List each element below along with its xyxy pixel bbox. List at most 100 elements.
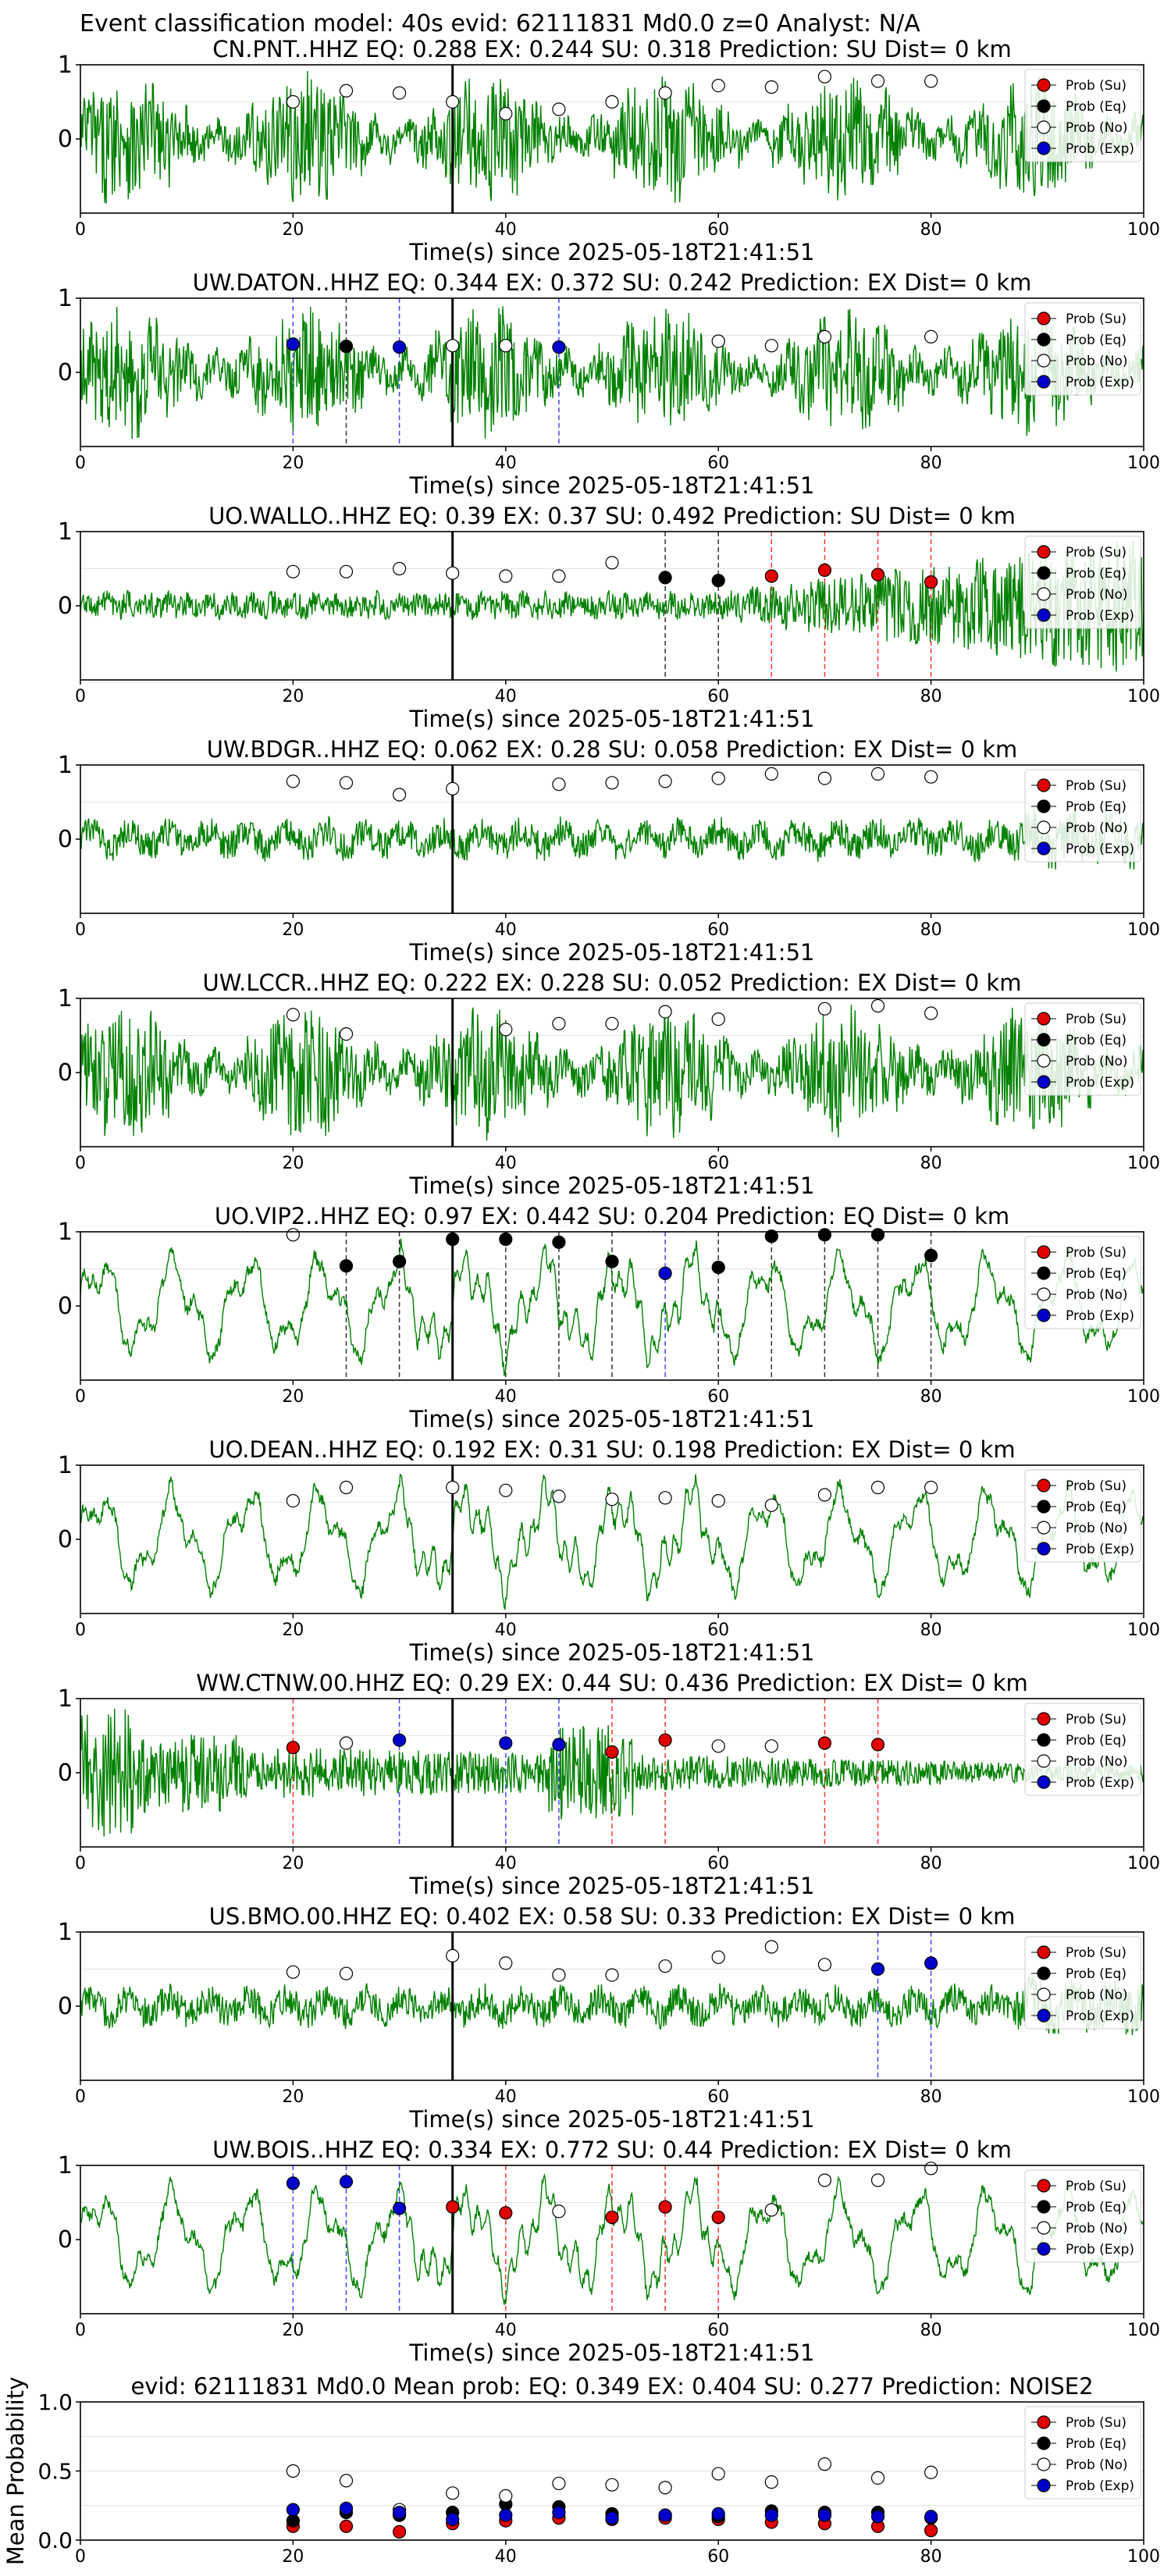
prob-marker-no xyxy=(552,569,566,583)
legend-label-no: Prob (No) xyxy=(1066,1987,1128,2003)
legend-marker-eq xyxy=(1037,1266,1051,1280)
prob-marker-exp xyxy=(924,1956,938,1970)
prob-marker-eq xyxy=(339,1259,354,1273)
prob-marker-su xyxy=(658,2200,672,2214)
prob-marker-no xyxy=(711,334,725,348)
station-panel: 0 20 40 60 80 100 1 0 UO.WALLO..HHZ EQ: 0.39 EX:… xyxy=(58,503,1160,732)
x-tick-label: 40 xyxy=(495,1854,517,1873)
legend-label-exp: Prob (Exp) xyxy=(1066,2478,1134,2494)
y-tick-label: 0 xyxy=(58,1293,73,1320)
mean-prob-marker-no xyxy=(339,2474,354,2488)
prob-marker-no xyxy=(764,339,778,353)
prob-marker-su xyxy=(446,2200,460,2214)
station-panel: 0 20 40 60 80 100 1 0 UO.VIP2..HHZ EQ: 0.97 EX: … xyxy=(58,1203,1160,1432)
prob-marker-eq xyxy=(711,574,725,588)
x-axis-label: Time(s) since 2025-05-18T21:41:51 xyxy=(409,939,815,966)
prob-marker-no xyxy=(499,1483,513,1497)
legend-marker-exp xyxy=(1037,1542,1051,1556)
waveform-trace xyxy=(80,1238,1144,1376)
legend-marker-no xyxy=(1037,354,1051,368)
prob-marker-no xyxy=(339,564,354,578)
x-tick-label: 20 xyxy=(282,920,304,940)
legend-label-no: Prob (No) xyxy=(1066,1287,1128,1303)
axes-frame xyxy=(80,2165,1144,2314)
legend-marker-eq xyxy=(1037,1033,1051,1047)
mean-prob-marker-no xyxy=(605,2478,619,2492)
prob-marker-eq xyxy=(658,571,672,585)
station-panel: 0 20 40 60 80 100 1 0 UW.LCCR..HHZ EQ: 0.222 EX:… xyxy=(58,970,1160,1199)
legend-marker-no xyxy=(1037,1521,1051,1535)
prob-marker-exp xyxy=(499,1736,513,1750)
legend-box xyxy=(1024,1703,1141,1796)
legend-label-su: Prob (Su) xyxy=(1066,2415,1127,2431)
x-tick-label: 40 xyxy=(495,220,517,240)
legend-label-no: Prob (No) xyxy=(1066,820,1128,836)
mean-prob-marker-exp xyxy=(870,2510,885,2524)
x-tick-label: 0 xyxy=(75,2087,86,2107)
legend-marker-no xyxy=(1037,1287,1051,1301)
prob-marker-no xyxy=(286,94,300,109)
legend-label-no: Prob (No) xyxy=(1066,1054,1128,1069)
y-tick-label: 1 xyxy=(58,285,73,312)
legend-marker-eq xyxy=(1037,333,1051,347)
y-tick-label: 0 xyxy=(58,826,73,853)
legend-marker-no xyxy=(1037,587,1051,601)
x-tick-label: 100 xyxy=(1127,454,1160,473)
x-tick-label: 60 xyxy=(707,2547,729,2567)
legend-label-eq: Prob (Eq) xyxy=(1066,1733,1127,1749)
prob-marker-eq xyxy=(339,340,354,354)
legend-marker-no xyxy=(1037,1754,1051,1768)
prob-marker-no xyxy=(339,1736,354,1750)
legend-label-eq: Prob (Eq) xyxy=(1066,333,1127,348)
station-panel: 0 20 40 60 80 100 1 0 UO.DEAN..HHZ EQ: 0.192 EX:… xyxy=(58,1436,1160,1666)
prob-marker-su xyxy=(499,2206,513,2220)
legend-box xyxy=(1024,1002,1141,1096)
legend-label-exp: Prob (Exp) xyxy=(1066,375,1134,390)
x-tick-label: 100 xyxy=(1127,2547,1160,2567)
prob-marker-eq xyxy=(870,1228,885,1242)
legend-label-no: Prob (No) xyxy=(1066,1521,1128,1536)
prob-marker-no xyxy=(552,102,566,116)
legend-marker-su xyxy=(1037,1478,1051,1493)
prob-marker-exp xyxy=(870,1962,885,1976)
legend-marker-no xyxy=(1037,2457,1051,2471)
x-tick-label: 60 xyxy=(707,2087,729,2107)
legend-label-eq: Prob (Eq) xyxy=(1066,566,1127,582)
legend-marker-eq xyxy=(1037,799,1051,813)
x-tick-label: 80 xyxy=(920,454,942,473)
prob-marker-no xyxy=(339,84,354,98)
mean-prob-marker-su xyxy=(924,2524,938,2538)
mean-prob-marker-exp xyxy=(817,2508,832,2522)
prob-marker-no xyxy=(446,339,460,353)
mean-prob-marker-no xyxy=(446,2486,460,2500)
prob-marker-exp xyxy=(552,340,566,354)
axes-frame xyxy=(80,764,1144,914)
prob-marker-no xyxy=(817,1958,832,1972)
x-tick-label: 20 xyxy=(282,1621,304,1640)
station-panel: 0 20 40 60 80 100 1 0 CN.PNT..HHZ EQ: 0.288 EX: … xyxy=(58,36,1160,265)
x-axis-label: Time(s) since 2025-05-18T21:41:51 xyxy=(409,1873,815,1899)
prob-marker-su xyxy=(605,1745,619,1759)
prob-marker-su xyxy=(870,568,885,582)
x-tick-label: 20 xyxy=(282,1154,304,1173)
prob-marker-no xyxy=(339,1480,354,1495)
axes-frame xyxy=(80,531,1144,681)
prob-marker-no xyxy=(658,774,672,788)
y-tick-label: 1 xyxy=(58,52,73,79)
legend-box xyxy=(1024,2169,1141,2263)
prob-marker-no xyxy=(658,1005,672,1019)
prob-marker-no xyxy=(711,1493,725,1508)
x-axis-label: Time(s) since 2025-05-18T21:41:51 xyxy=(409,472,815,499)
panel-title: US.BMO.00.HHZ EQ: 0.402 EX: 0.58 SU: 0.3… xyxy=(209,1903,1016,1930)
x-tick-label: 40 xyxy=(495,2321,517,2340)
x-tick-label: 100 xyxy=(1127,1854,1160,1873)
prob-marker-su xyxy=(286,1741,300,1755)
prob-marker-no xyxy=(605,94,619,109)
legend-label-eq: Prob (Eq) xyxy=(1066,1033,1127,1048)
x-tick-label: 40 xyxy=(495,687,517,706)
legend-marker-su xyxy=(1037,1945,1051,1959)
panel-title: UO.DEAN..HHZ EQ: 0.192 EX: 0.31 SU: 0.19… xyxy=(208,1436,1015,1463)
legend-marker-exp xyxy=(1037,1075,1051,1089)
legend-marker-eq xyxy=(1037,566,1051,580)
mean-prob-marker-exp xyxy=(286,2503,300,2517)
